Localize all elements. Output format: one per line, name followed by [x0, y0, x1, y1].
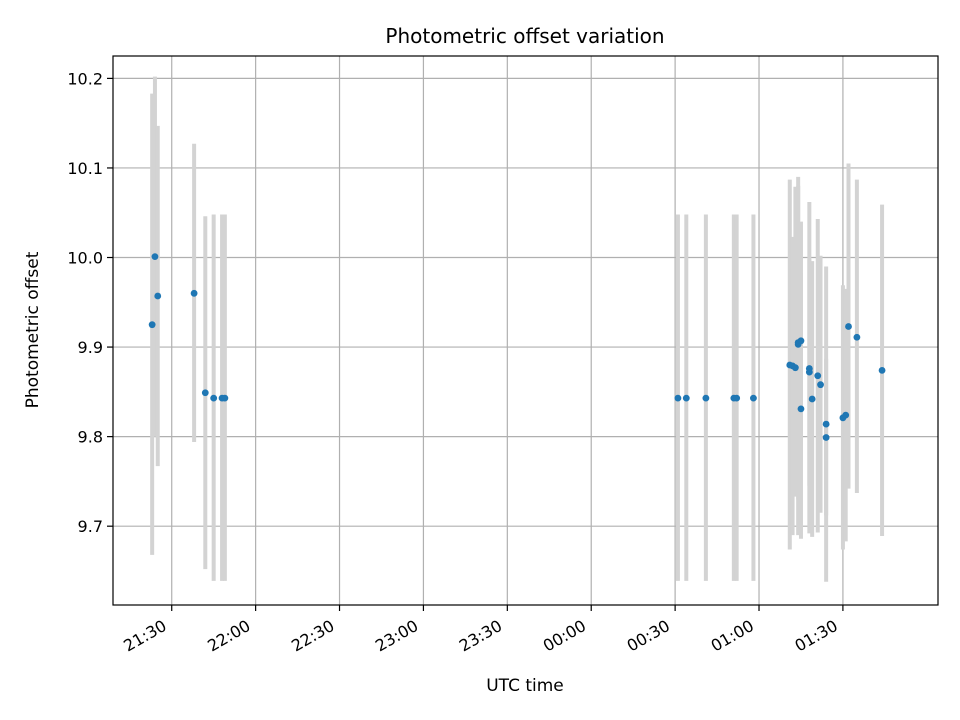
data-points [148, 253, 886, 441]
data-point [210, 394, 218, 402]
y-tick-label: 10.0 [67, 249, 103, 268]
x-axis-label: UTC time [486, 676, 564, 696]
y-tick-label: 9.7 [78, 517, 103, 536]
data-point [682, 394, 690, 402]
data-point [190, 289, 198, 297]
data-point [878, 366, 886, 374]
data-point [817, 381, 824, 389]
data-point [221, 394, 229, 402]
chart-title: Photometric offset variation [385, 24, 664, 48]
data-point [797, 405, 805, 413]
data-point [808, 395, 816, 403]
y-tick-label: 10.2 [67, 69, 103, 88]
data-point [750, 394, 757, 402]
y-axis-ticks: 9.7 9.8 9.9 10.0 10.1 10.2 [67, 69, 113, 536]
data-point [822, 420, 830, 428]
data-point [154, 292, 162, 300]
data-point [674, 394, 682, 402]
data-point [842, 411, 850, 419]
data-point [702, 394, 710, 402]
data-point [822, 434, 830, 441]
data-point [733, 394, 741, 402]
data-point [853, 333, 861, 341]
y-tick-label: 9.9 [78, 338, 103, 357]
plot-frame [112, 55, 939, 606]
y-tick-label: 10.1 [67, 159, 103, 178]
data-point [201, 389, 209, 397]
data-point [805, 368, 813, 376]
data-point [148, 321, 156, 329]
data-point [797, 337, 805, 345]
y-axis-label: Photometric offset [23, 251, 43, 408]
data-point [151, 253, 159, 261]
data-point [814, 372, 822, 380]
data-point [791, 364, 799, 372]
y-tick-label: 9.8 [78, 428, 103, 447]
data-point [845, 323, 852, 330]
